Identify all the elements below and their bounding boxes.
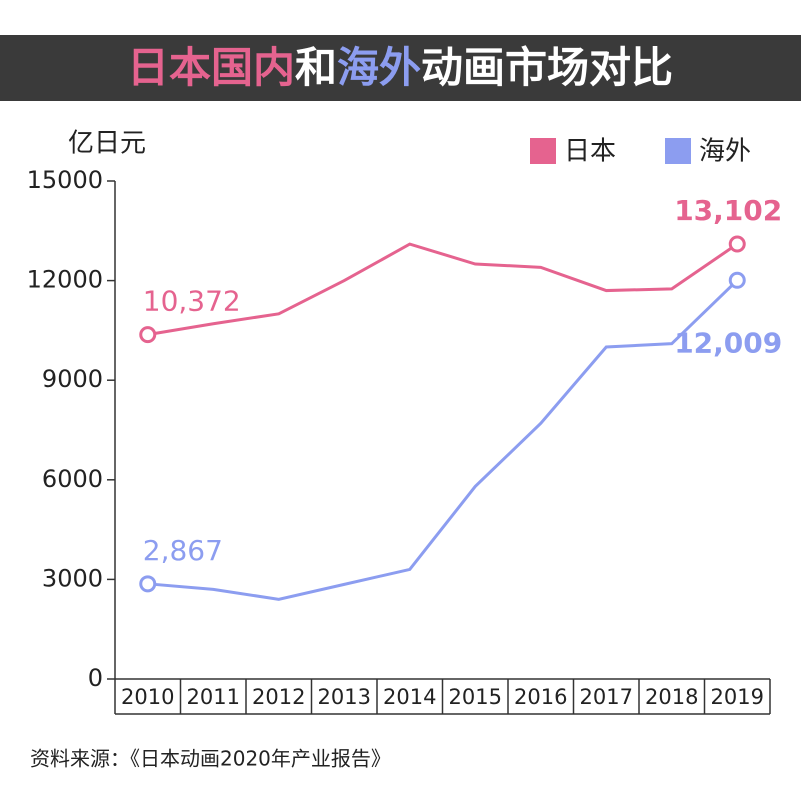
x-tick-label: 2011: [187, 685, 240, 709]
title-segment: 动画市场对比: [421, 43, 673, 92]
title-segment: 和: [295, 43, 337, 92]
y-tick-label: 3000: [42, 564, 103, 592]
point-marker: [728, 235, 746, 253]
y-tick-label: 15000: [27, 166, 103, 194]
data-label: 13,102: [674, 194, 782, 227]
x-tick-label: 2014: [383, 685, 436, 709]
y-tick-label: 9000: [42, 365, 103, 393]
source-note: 资料来源：《日本动画2020年产业报告》: [30, 747, 391, 771]
x-tick-label: 2012: [252, 685, 305, 709]
legend-label: 日本: [564, 137, 616, 167]
series-line: [147, 279, 739, 601]
point-marker: [139, 326, 157, 344]
y-tick-label: 6000: [42, 465, 103, 493]
legend-label: 海外: [699, 137, 751, 167]
data-label: 2,867: [143, 534, 223, 567]
title-segment: 海外: [337, 43, 421, 92]
y-tick-label: 12000: [27, 266, 103, 294]
title-bar: [0, 35, 801, 101]
legend-swatch: [530, 138, 556, 164]
x-tick-label: 2016: [514, 685, 567, 709]
point-marker: [139, 575, 157, 593]
x-tick-label: 2015: [449, 685, 502, 709]
y-axis-label: 亿日元: [68, 129, 146, 159]
x-tick-label: 2013: [318, 685, 371, 709]
data-label: 10,372: [143, 285, 241, 318]
legend-swatch: [665, 138, 691, 164]
x-tick-label: 2017: [580, 685, 633, 709]
data-label: 12,009: [674, 326, 782, 359]
series-line: [147, 242, 739, 337]
x-tick-label: 2010: [121, 685, 174, 709]
x-tick-label: 2019: [711, 685, 764, 709]
x-tick-label: 2018: [645, 685, 698, 709]
title-segment: 日本国内: [127, 43, 295, 92]
chart-title: 日本国内和海外动画市场对比: [127, 43, 673, 92]
y-tick-label: 0: [88, 664, 103, 692]
point-marker: [728, 271, 746, 289]
